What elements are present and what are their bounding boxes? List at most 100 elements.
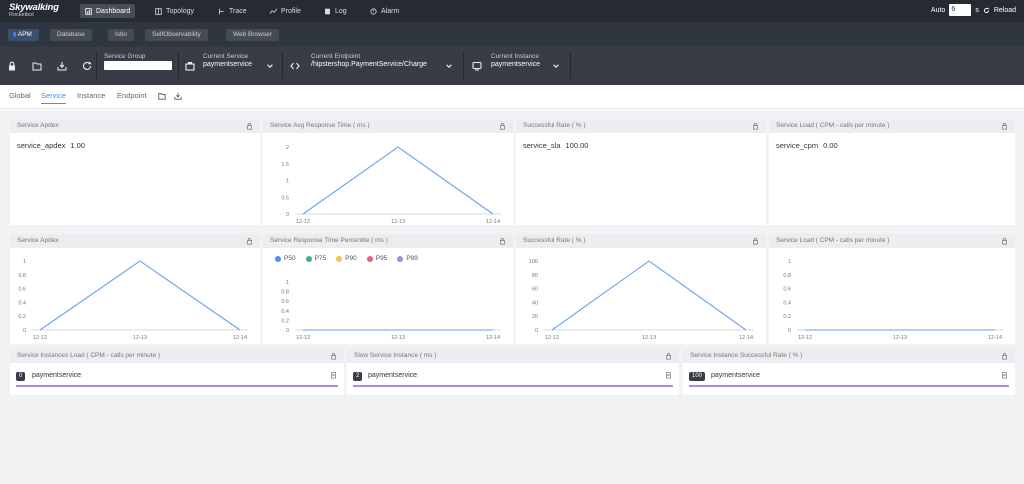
clipboard-icon[interactable]	[1001, 371, 1008, 379]
y-tick-label: 0.4	[18, 300, 26, 306]
card-service-load-chart: Service Load ( CPM - calls per minute ) …	[769, 234, 1015, 344]
instance-name: paymentservice	[711, 372, 761, 379]
tab-database[interactable]: Database	[50, 29, 92, 41]
card-instance-successful-rate: Service Instance Successful Rate ( % ) 1…	[683, 349, 1015, 395]
logo[interactable]: Skywalking Rocketbot	[9, 3, 59, 18]
auto-label[interactable]: Auto	[930, 6, 946, 14]
legend-label: P95	[375, 255, 388, 262]
y-tick-label: 0.8	[783, 273, 791, 279]
lock-icon[interactable]	[752, 237, 759, 245]
card-title: Successful Rate ( % )	[523, 122, 586, 129]
nav-log[interactable]: Log	[319, 4, 352, 18]
lock-icon[interactable]	[499, 122, 506, 130]
nav-dashboard[interactable]: Dashboard	[80, 4, 136, 18]
card-title: Service Apdex	[17, 237, 59, 244]
folder-icon[interactable]	[32, 61, 42, 71]
tab-apm[interactable]: ▮ APM	[8, 29, 39, 41]
tab-global[interactable]: Global	[9, 91, 31, 100]
successful-rate-chart: 0 20 40 60 80 100 12-12 12-13 12-14	[529, 259, 754, 341]
chevron-down-icon[interactable]	[445, 62, 453, 70]
trace-icon	[218, 8, 224, 14]
card-avg-response-time: Service Avg Response Time ( ms ) 0 0.5 1 1.…	[263, 119, 513, 225]
folder-icon[interactable]	[158, 92, 166, 100]
y-tick-label: 0.8	[18, 273, 26, 279]
code-icon	[290, 62, 300, 70]
chevron-down-icon[interactable]	[552, 62, 560, 70]
instance-icon	[472, 61, 482, 71]
x-tick-label: 12-14	[233, 335, 247, 341]
card-instances-load: Service Instances Load ( CPM - calls per…	[10, 349, 344, 395]
y-tick-label: 0	[535, 328, 538, 334]
legend-item-p99[interactable]: P99	[397, 255, 418, 262]
legend-item-p90[interactable]: P90	[336, 255, 357, 262]
y-tick-label: 0.4	[281, 309, 289, 315]
list-item[interactable]: 0 paymentservice	[16, 371, 338, 387]
x-tick-label: 12-13	[133, 335, 147, 341]
instance-name: paymentservice	[32, 372, 82, 379]
tab-web-browser[interactable]: Web Browser	[226, 29, 279, 41]
reload-button[interactable]: Reload	[993, 6, 1016, 14]
legend-item-p95[interactable]: P95	[366, 255, 388, 262]
lock-icon[interactable]	[499, 237, 506, 245]
lock-icon[interactable]	[1001, 352, 1008, 360]
interval-input[interactable]: 6	[949, 4, 972, 16]
legend-label: P99	[406, 255, 418, 262]
lock-icon[interactable]	[7, 61, 17, 71]
lock-icon[interactable]	[246, 237, 253, 245]
nav-trace[interactable]: Trace	[213, 4, 252, 18]
y-tick-label: 1	[23, 259, 26, 265]
legend-item-p50[interactable]: P50	[275, 255, 296, 262]
separator	[570, 53, 571, 79]
series-line-value[interactable]	[302, 146, 494, 215]
clipboard-icon[interactable]	[665, 371, 672, 379]
reload-icon[interactable]	[983, 6, 990, 14]
clipboard-icon[interactable]	[330, 371, 337, 379]
tab-selfobservability[interactable]: SelfObservability	[145, 29, 208, 41]
download-icon[interactable]	[174, 92, 182, 100]
current-endpoint-select[interactable]: Current Endpoint /hipstershop.PaymentSer…	[311, 53, 427, 68]
list-item[interactable]: 2 paymentservice	[353, 371, 673, 387]
apm-icon: ▮	[13, 32, 17, 38]
nav-profile[interactable]: Profile	[265, 4, 306, 18]
refresh-icon[interactable]	[82, 61, 92, 71]
nav-topology[interactable]: Topology	[150, 4, 199, 18]
y-tick-label: 100	[529, 259, 538, 265]
service-group-select[interactable]: Service Group	[104, 53, 172, 79]
chevron-down-icon[interactable]	[266, 62, 274, 70]
tab-instance[interactable]: Instance	[77, 91, 106, 100]
current-service-select[interactable]: Current Service paymentservice	[203, 53, 253, 68]
card-slow-instance: Slow Service Instance ( ms ) 2 paymentse…	[347, 349, 679, 395]
tab-endpoint[interactable]: Endpoint	[117, 91, 147, 100]
x-tick-label: 12-12	[296, 335, 310, 341]
y-tick-label: 0	[286, 212, 289, 218]
legend-dot	[397, 255, 404, 262]
download-icon[interactable]	[57, 61, 67, 71]
x-tick-label: 12-14	[486, 335, 500, 341]
logo-subtext: Rocketbot	[9, 11, 34, 18]
y-tick-label: 0.6	[783, 287, 791, 293]
x-tick-label: 12-13	[391, 335, 405, 341]
lock-icon[interactable]	[1001, 237, 1008, 245]
lock-icon[interactable]	[665, 352, 672, 360]
series-line-value[interactable]	[39, 260, 241, 331]
card-title: Service Load ( CPM - calls per minute )	[776, 122, 890, 129]
y-tick-label: 0	[23, 328, 26, 334]
legend-item-p75[interactable]: P75	[305, 255, 326, 262]
card-title: Service Instances Load ( CPM - calls per…	[17, 352, 161, 359]
service-group-input[interactable]	[104, 61, 172, 70]
log-icon	[325, 8, 330, 14]
lock-icon[interactable]	[752, 122, 759, 130]
card-title: Service Load ( CPM - calls per minute )	[776, 237, 890, 244]
card-service-load: Service Load ( CPM - calls per minute ) …	[769, 119, 1015, 225]
series-line-value[interactable]	[551, 260, 747, 331]
lock-icon[interactable]	[330, 352, 337, 360]
tab-istio[interactable]: Istio	[108, 29, 134, 41]
value-badge: 100	[689, 372, 706, 381]
nav-alarm[interactable]: Alarm	[365, 4, 404, 18]
tab-service[interactable]: Service	[41, 91, 67, 104]
current-instance-select[interactable]: Current Instance paymentservice	[491, 53, 541, 68]
lock-icon[interactable]	[246, 122, 253, 130]
list-item[interactable]: 100 paymentservice	[689, 371, 1009, 387]
lock-icon[interactable]	[1001, 122, 1008, 130]
card-response-percentile: Service Response Time Percentile ( ms ) …	[263, 234, 513, 344]
